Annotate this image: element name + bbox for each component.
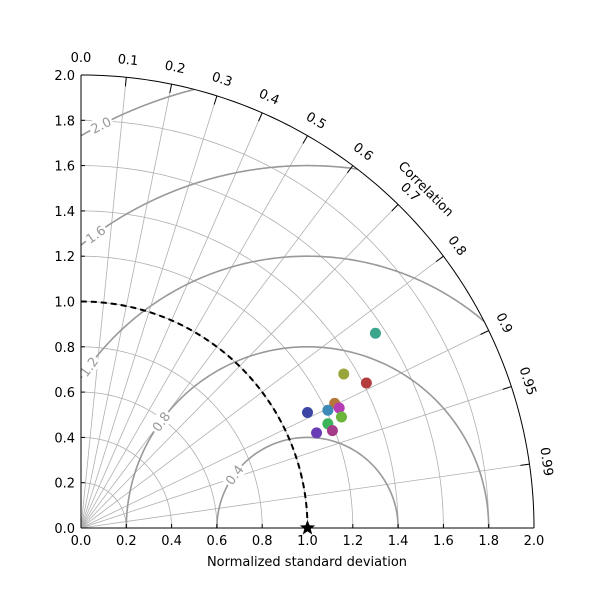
data-point [335,411,347,423]
data-point [338,368,350,380]
reference-star-marker [299,520,316,535]
x-tick-label: 0.6 [207,534,228,549]
correlation-tick [391,204,399,212]
x-tick-label: 0.4 [161,534,182,549]
x-tick-label: 1.6 [433,534,454,549]
outer-arc-axis [80,74,535,529]
y-tick-label: 1.6 [54,160,75,175]
x-tick-label: 1.0 [297,534,318,549]
correlation-grid-line [80,135,308,529]
data-point [302,406,313,418]
std-grid-arc [80,391,218,529]
data-point [333,402,345,414]
rms-contour-label-bg [86,112,116,138]
x-tick-label: 1.4 [388,534,409,549]
y-tick-label: 1.8 [54,114,75,129]
correlation-tick-label: 0.95 [516,365,539,397]
correlation-tick-label: 0.3 [210,70,234,91]
std-grid-arc [80,301,308,529]
std-grid-arc [80,255,354,529]
correlation-tick [124,77,127,87]
data-point [326,425,338,437]
x-tick-label: 0.0 [71,534,92,549]
data-point-layer [299,327,381,535]
correlation-tick [302,135,308,144]
data-point [311,427,323,439]
std-grid-arc [80,119,490,529]
std-grid-arc [80,210,399,529]
x-tick-label: 1.2 [342,534,363,549]
data-point [369,327,381,339]
correlation-tick-label: 0.2 [163,58,186,77]
x-tick-label: 2.0 [524,534,545,549]
rms-contour-label-bg [75,352,103,382]
rms-contour [80,255,485,379]
data-point [322,404,334,416]
correlation-tick-label: 0.9 [492,311,515,336]
correlation-tick-label: 0.5 [303,110,328,133]
y-tick-label: 2.0 [54,69,75,84]
y-tick-label: 0.4 [54,431,75,446]
y-tick-label: 1.4 [54,205,75,220]
correlation-tick-label: 0.4 [256,87,281,109]
std-grid-arc [80,437,172,529]
rms-contour-label: 0.4 [223,463,247,489]
correlation-tick [520,463,530,466]
rms-contour [80,164,358,246]
std-grid-arc [80,165,444,529]
x-tick-label: 0.8 [252,534,273,549]
y-tick-label: 1.0 [54,296,75,311]
y-tick-label: 0.2 [54,477,75,492]
correlation-tick-label: 0.99 [536,446,555,477]
correlation-tick [435,255,444,263]
data-point [360,377,372,389]
correlation-tick [169,84,173,94]
correlation-grid-line [80,95,218,529]
x-axis-label: Normalized standard deviation [207,555,407,570]
correlation-tick [213,95,218,105]
correlation-tick-label: 0.0 [71,51,92,66]
grid-layer [80,77,530,529]
rms-contour-label-bg [147,407,175,436]
y-tick-label: 0.6 [54,386,75,401]
correlation-tick [502,386,512,390]
correlation-tick-label: 0.6 [350,140,376,164]
rms-contour [125,345,490,529]
correlation-tick-label: 0.8 [444,233,468,259]
std-grid-arc [81,482,127,528]
y-tick-label: 0.8 [54,341,75,356]
x-tick-label: 0.2 [116,534,137,549]
std-grid-arc [80,346,263,529]
y-tick-label: 1.2 [54,250,75,265]
rms-contour-label-bg [220,460,248,490]
correlation-tick [258,112,263,122]
x-tick-label: 1.8 [478,534,499,549]
correlation-tick [480,330,489,335]
correlation-tick-label: 0.1 [117,52,139,69]
correlation-tick [346,165,354,174]
y-tick-label: 0.0 [54,522,75,537]
rms-contour-label-bg [81,220,110,248]
